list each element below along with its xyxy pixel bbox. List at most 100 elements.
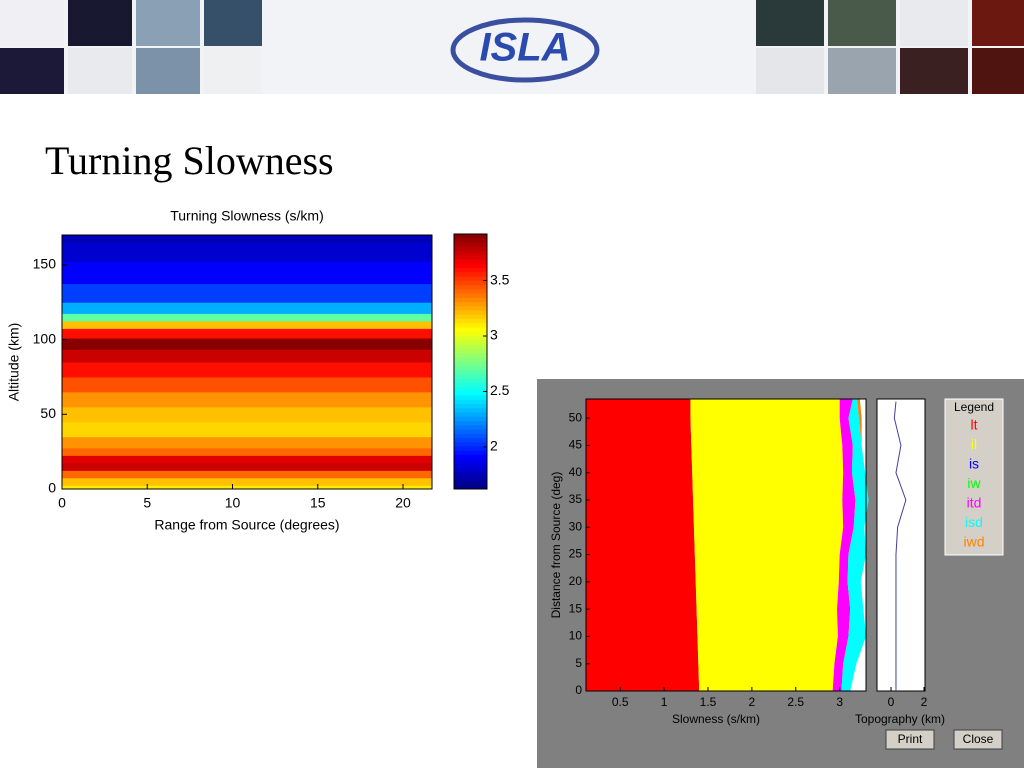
colorbar-step [454,399,487,405]
region [586,399,700,691]
colorbar-step [454,246,487,252]
x-tick-label: 5 [143,495,151,511]
colorbar-step [454,459,487,464]
tile [756,48,824,94]
x-axis-label: Topography (km) [855,712,945,726]
colorbar-step [454,391,487,396]
colorbar-step [454,442,487,447]
x-tick-label: 3 [836,695,843,709]
colorbar-step [454,310,487,316]
banner: ISLA [0,0,1024,94]
colorbar-step [454,429,487,435]
y-tick-label: 20 [569,574,583,588]
legend-entry: is [969,456,979,472]
colorbar-step [454,238,487,243]
heat-band [62,421,432,438]
colorbar-step [454,285,487,290]
tile [204,48,262,94]
colorbar-step [454,467,487,473]
heat-band [62,470,432,479]
y-tick-label: 25 [569,547,583,561]
colorbar-frame [453,233,488,490]
heat-band [62,455,432,464]
y-tick-label: 0 [48,480,56,496]
tile [0,48,64,94]
tile [136,48,200,94]
topography-line [893,401,907,691]
heat-band [62,320,432,329]
chart-title: Turning Slowness (s/km) [170,208,324,224]
legend-entry: iw [967,475,981,491]
colorbar-step [454,378,487,384]
tile [68,0,132,46]
tile [828,0,896,46]
colorbar-step [454,268,487,273]
y-tick-label: 150 [33,256,57,272]
heat-band [62,328,432,339]
plot-frame [585,398,867,692]
colorbar-step [454,327,487,333]
colorbar-step [454,251,487,256]
heat-band [62,477,432,486]
tile [136,0,200,46]
colorbar-step [454,314,487,320]
legend-entry: il [971,436,977,452]
colorbar-step [454,293,487,299]
region-chart: 0.5 1 1.5 2 2.5 305101520253035404550Slowness… [549,398,1004,726]
colorbar-step [454,370,487,375]
colorbar-step [454,421,487,426]
heat-band [62,362,432,378]
topography-chart: 0 2 Topography (km) [855,398,945,726]
colorbar-step [454,276,487,282]
colorbar-step [454,404,487,409]
colorbar-step [454,331,487,337]
heat-band [62,376,432,393]
heat-band [62,447,432,456]
legend-title: Legend [954,400,994,414]
colorbar-tick-label: 2.5 [490,382,510,398]
y-tick-label: 30 [569,519,583,533]
tile [68,48,132,94]
heat-band [62,283,432,303]
x-tick-label: 2 [921,695,928,709]
heat-band [62,406,432,423]
tile [756,0,824,46]
colorbar-step [454,234,487,239]
colorbar-step [454,272,487,277]
button-label[interactable]: Print [898,732,923,746]
y-tick-label: 10 [569,629,583,643]
y-tick-label: 50 [569,410,583,424]
colorbar-step [454,382,487,388]
tile [204,0,262,46]
colorbar-tick-label: 3.5 [490,271,510,287]
x-tick-label: 0 [58,495,66,511]
colorbar-step [454,484,487,490]
legend-box [944,398,1004,556]
button-label[interactable]: Close [963,732,994,746]
colorbar-step [454,259,487,265]
colorbar-step [454,472,487,477]
heat-band [62,462,432,471]
colorbar-step [454,353,487,358]
legend-entry: isd [965,514,983,530]
logo-ring [450,17,600,83]
legend-entry: iwd [963,534,984,550]
x-axis-label: Slowness (s/km) [672,712,760,726]
button[interactable] [885,729,935,750]
colorbar-step [454,450,487,456]
x-tick-label: 1.5 [700,695,717,709]
colorbar-step [454,319,487,324]
colorbar-step [454,348,487,354]
colorbar-step [454,357,487,362]
heatmap-chart: Turning Slowness (s/km) Range from Source… [6,208,510,533]
y-tick-label: 100 [33,330,57,346]
region [832,399,856,691]
colorbar-step [454,289,487,294]
colorbar-step [454,365,487,371]
colorbar-step [454,263,487,269]
colorbar-step [454,323,487,328]
y-tick-label: 15 [569,601,583,615]
button[interactable] [953,729,1003,750]
colorbar-step [454,412,487,418]
